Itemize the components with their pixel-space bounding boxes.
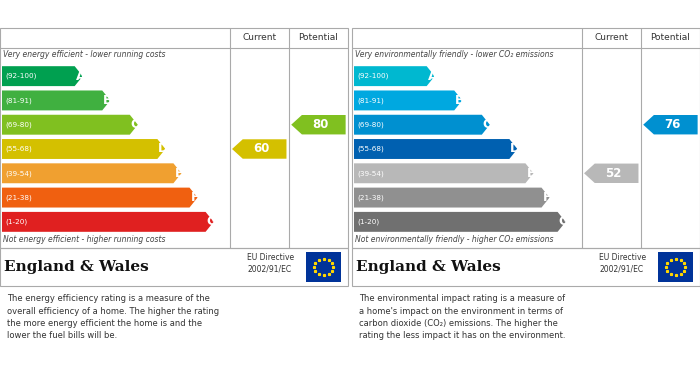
Text: D: D [158,142,168,156]
Text: (21-38): (21-38) [5,194,32,201]
Text: A: A [428,70,437,83]
Polygon shape [354,66,435,86]
Text: (55-68): (55-68) [5,146,32,152]
Text: D: D [510,142,520,156]
Polygon shape [354,115,490,135]
Text: (1-20): (1-20) [357,219,379,225]
Text: 52: 52 [606,167,622,180]
Text: (81-91): (81-91) [357,97,384,104]
Text: Potential: Potential [650,34,690,43]
Polygon shape [2,188,197,208]
Polygon shape [584,163,638,183]
Text: (39-54): (39-54) [5,170,32,176]
Polygon shape [2,139,165,159]
Text: Potential: Potential [298,34,338,43]
Text: G: G [206,215,216,228]
Text: (81-91): (81-91) [5,97,32,104]
Bar [306,252,341,282]
Text: F: F [191,191,200,204]
Polygon shape [354,139,517,159]
Text: E: E [175,167,183,180]
Text: C: C [131,118,140,131]
Text: The energy efficiency rating is a measure of the
overall efficiency of a home. T: The energy efficiency rating is a measur… [7,294,219,340]
Polygon shape [232,139,286,159]
Text: EU Directive
2002/91/EC: EU Directive 2002/91/EC [599,253,646,273]
Text: A: A [76,70,85,83]
Text: (39-54): (39-54) [357,170,384,176]
Polygon shape [354,212,566,232]
Text: (92-100): (92-100) [5,73,36,79]
Text: (55-68): (55-68) [357,146,384,152]
Text: E: E [527,167,536,180]
Text: B: B [103,94,113,107]
Text: F: F [543,191,552,204]
Text: England & Wales: England & Wales [4,260,148,274]
Polygon shape [643,115,698,135]
Text: 76: 76 [664,118,680,131]
Polygon shape [354,188,550,208]
Polygon shape [2,90,110,110]
Text: EU Directive
2002/91/EC: EU Directive 2002/91/EC [247,253,294,273]
Text: (69-80): (69-80) [5,122,32,128]
Text: B: B [455,94,465,107]
Text: 80: 80 [312,118,329,131]
Text: Very environmentally friendly - lower CO₂ emissions: Very environmentally friendly - lower CO… [355,50,554,59]
Text: Current: Current [594,34,629,43]
Polygon shape [354,163,533,183]
Bar [658,252,693,282]
Polygon shape [2,212,214,232]
Text: Not environmentally friendly - higher CO₂ emissions: Not environmentally friendly - higher CO… [355,235,554,244]
Text: Very energy efficient - lower running costs: Very energy efficient - lower running co… [3,50,165,59]
Text: The environmental impact rating is a measure of
a home's impact on the environme: The environmental impact rating is a mea… [359,294,566,340]
Text: Not energy efficient - higher running costs: Not energy efficient - higher running co… [3,235,165,244]
Text: (92-100): (92-100) [357,73,388,79]
Polygon shape [2,163,181,183]
Text: England & Wales: England & Wales [356,260,500,274]
Text: (69-80): (69-80) [357,122,384,128]
Polygon shape [2,66,83,86]
Text: (1-20): (1-20) [5,219,27,225]
Text: Current: Current [242,34,276,43]
Text: Energy Efficiency Rating: Energy Efficiency Rating [5,7,177,20]
Text: (21-38): (21-38) [357,194,384,201]
Text: G: G [558,215,568,228]
Polygon shape [354,90,462,110]
Text: C: C [483,118,492,131]
Text: Environmental Impact (CO₂) Rating: Environmental Impact (CO₂) Rating [357,7,603,20]
Polygon shape [2,115,138,135]
Polygon shape [291,115,346,135]
Text: 60: 60 [253,142,270,156]
